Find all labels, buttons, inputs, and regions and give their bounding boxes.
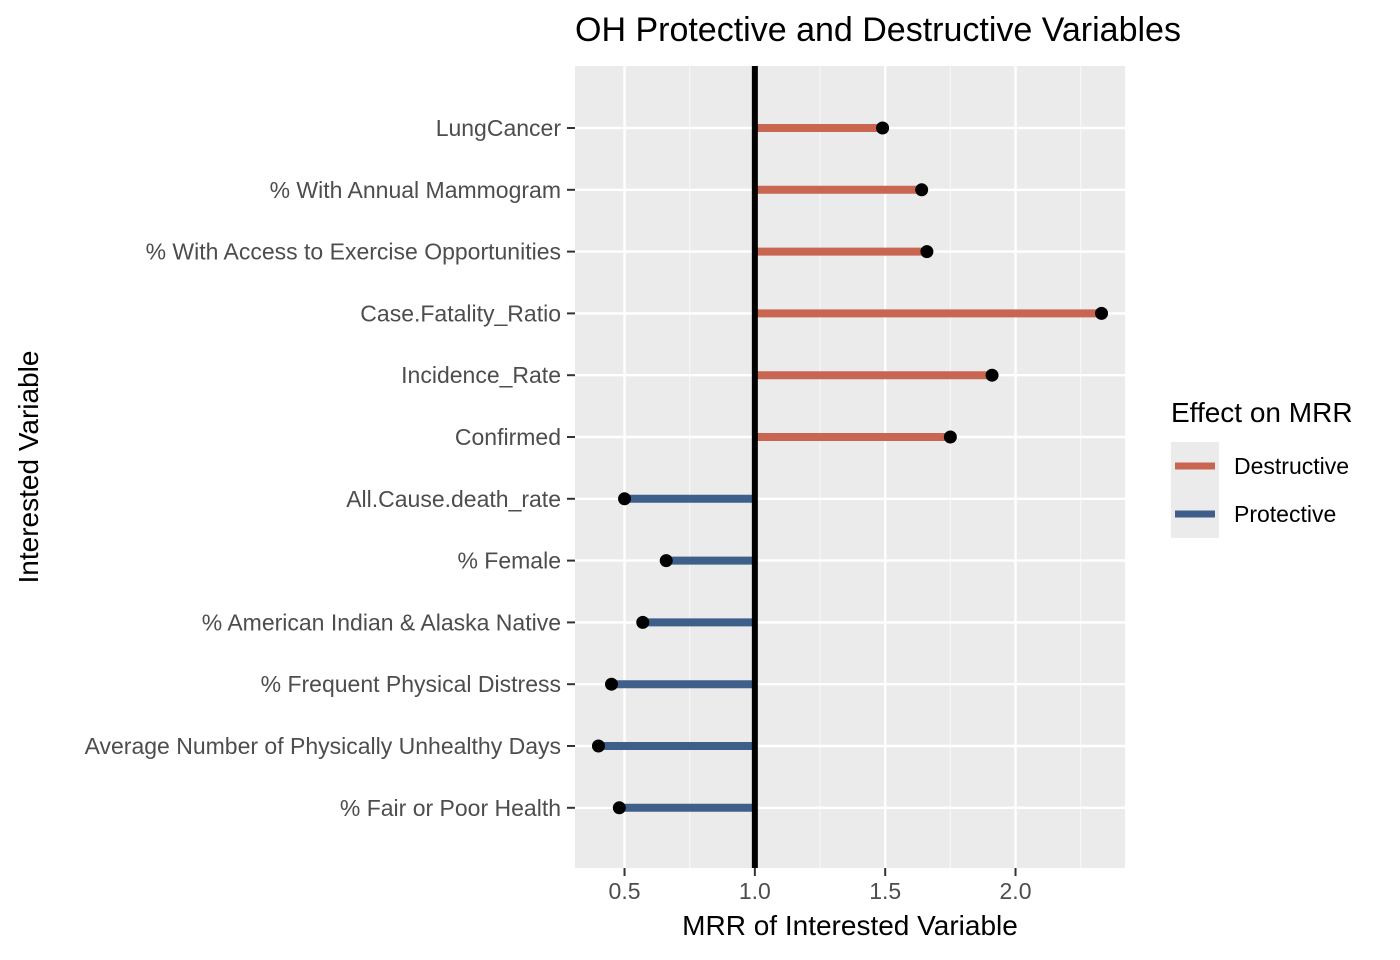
legend: Effect on MRR Destructive Protective [1171, 397, 1353, 538]
x-axis-title: MRR of Interested Variable [682, 910, 1018, 941]
x-axis: 0.5 1.0 1.5 2.0 [609, 868, 1032, 904]
x-tick-label: 0.5 [609, 878, 641, 904]
plot-panel [575, 66, 1125, 868]
lollipop-points [591, 121, 1109, 815]
point-5 [985, 368, 999, 382]
point-11 [591, 739, 605, 753]
legend-items: Destructive Protective [1175, 453, 1349, 527]
x-tick-label: 1.5 [869, 878, 901, 904]
legend-title: Effect on MRR [1171, 397, 1353, 428]
legend-label-protective: Protective [1234, 501, 1336, 527]
legend-label-destructive: Destructive [1234, 453, 1349, 479]
y-tick-label: % American Indian & Alaska Native [202, 609, 561, 635]
y-tick-label: % With Access to Exercise Opportunities [146, 239, 561, 265]
chart-title: OH Protective and Destructive Variables [575, 11, 1181, 49]
y-tick-label: % With Annual Mammogram [270, 177, 561, 203]
y-tick-label: Average Number of Physically Unhealthy D… [85, 733, 561, 759]
x-tick-label: 2.0 [1000, 878, 1032, 904]
point-1 [876, 121, 890, 135]
point-7 [618, 492, 632, 506]
y-axis-title: Interested Variable [13, 351, 44, 584]
y-tick-label: Incidence_Rate [401, 362, 561, 388]
point-3 [920, 245, 934, 259]
legend-key-background [1171, 442, 1219, 538]
y-tick-label: All.Cause.death_rate [346, 486, 561, 512]
x-tick-label: 1.0 [739, 878, 771, 904]
y-tick-label: Case.Fatality_Ratio [360, 300, 561, 326]
y-tick-label: % Fair or Poor Health [340, 795, 561, 821]
point-8 [659, 554, 673, 568]
point-10 [604, 677, 618, 691]
point-12 [612, 801, 626, 815]
point-6 [943, 430, 957, 444]
y-tick-label: % Female [457, 548, 561, 574]
y-axis: LungCancer % With Annual Mammogram % With … [85, 115, 575, 821]
y-tick-label: % Frequent Physical Distress [261, 671, 561, 697]
point-4 [1095, 306, 1109, 320]
lollipop-segments [598, 124, 1102, 812]
point-9 [636, 615, 650, 629]
y-tick-label: Confirmed [455, 424, 561, 450]
point-2 [915, 183, 929, 197]
y-tick-label: LungCancer [436, 115, 562, 141]
